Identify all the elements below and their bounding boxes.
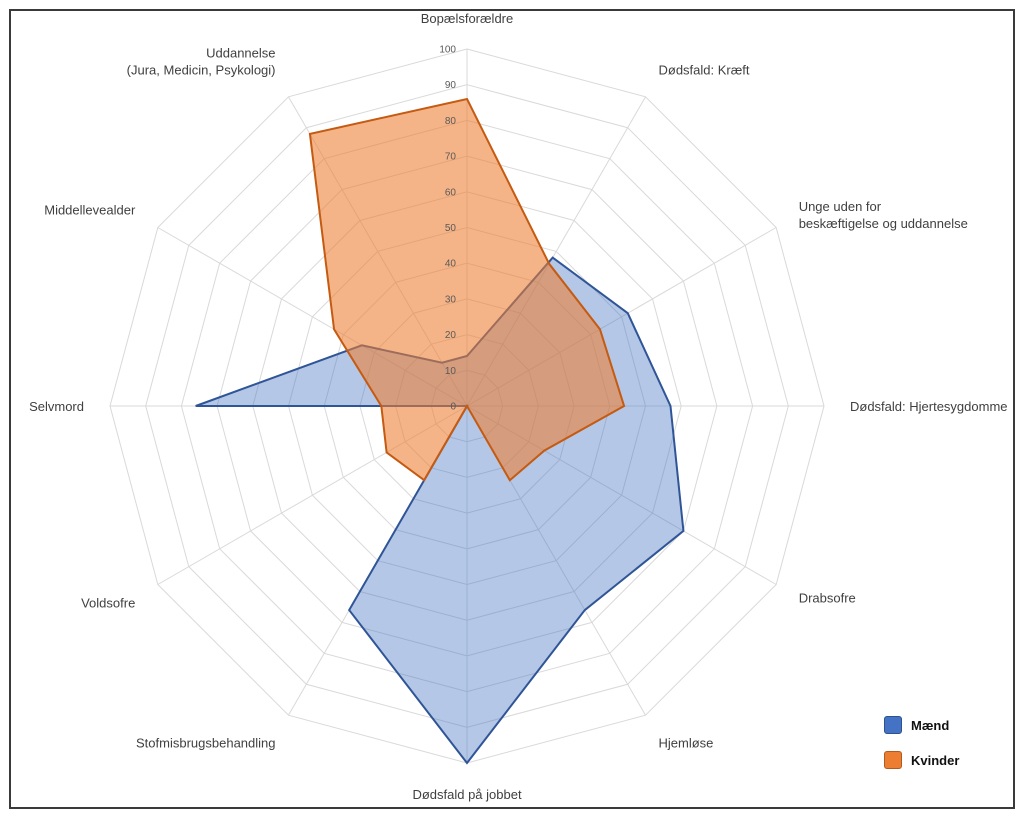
legend-label-kvinder: Kvinder [911, 752, 960, 768]
category-label: Voldsofre [81, 596, 135, 611]
category-label: Drabsofre [799, 591, 856, 606]
tick-label: 20 [445, 330, 457, 341]
tick-label: 40 [445, 259, 457, 270]
category-label: Unge uden for beskæftigelse og uddannelse [799, 199, 968, 231]
category-label: Dødsfald: Kræft [659, 62, 750, 77]
category-label: Dødsfald på jobbet [412, 787, 522, 802]
tick-label: 10 [445, 366, 457, 377]
tick-label: 30 [445, 294, 457, 305]
tick-label: 100 [439, 45, 456, 56]
category-label: Selvmord [29, 399, 84, 414]
category-label: Bopælsforældre [421, 11, 514, 26]
radar-tick-labels: 0 10 20 30 40 50 60 70 80 90 100 [439, 45, 456, 413]
tick-label: 80 [445, 116, 457, 127]
legend-label-maend: Mænd [911, 717, 950, 733]
category-label: Hjemløse [659, 736, 714, 751]
radar-category-labels: Bopælsforældre Dødsfald: Kræft Unge uden f… [29, 11, 1007, 802]
tick-label: 0 [450, 402, 456, 413]
radar-series [195, 97, 685, 765]
category-label: Stofmisbrugsbehandling [136, 736, 275, 751]
tick-label: 90 [445, 80, 457, 91]
tick-label: 70 [445, 152, 457, 163]
series-area-1 [308, 97, 626, 482]
category-label: Middellevealder [44, 203, 136, 218]
legend-swatch-kvinder [884, 751, 902, 769]
legend-swatch-maend [884, 716, 902, 734]
category-label: Uddannelse (Jura, Medicin, Psykologi) [127, 45, 276, 77]
legend-item-kvinder: Kvinder [884, 751, 959, 769]
legend-item-maend: Mænd [884, 716, 949, 734]
category-label: Dødsfald: Hjertesygdomme [850, 399, 1008, 414]
tick-label: 60 [445, 187, 457, 198]
tick-label: 50 [445, 223, 457, 234]
